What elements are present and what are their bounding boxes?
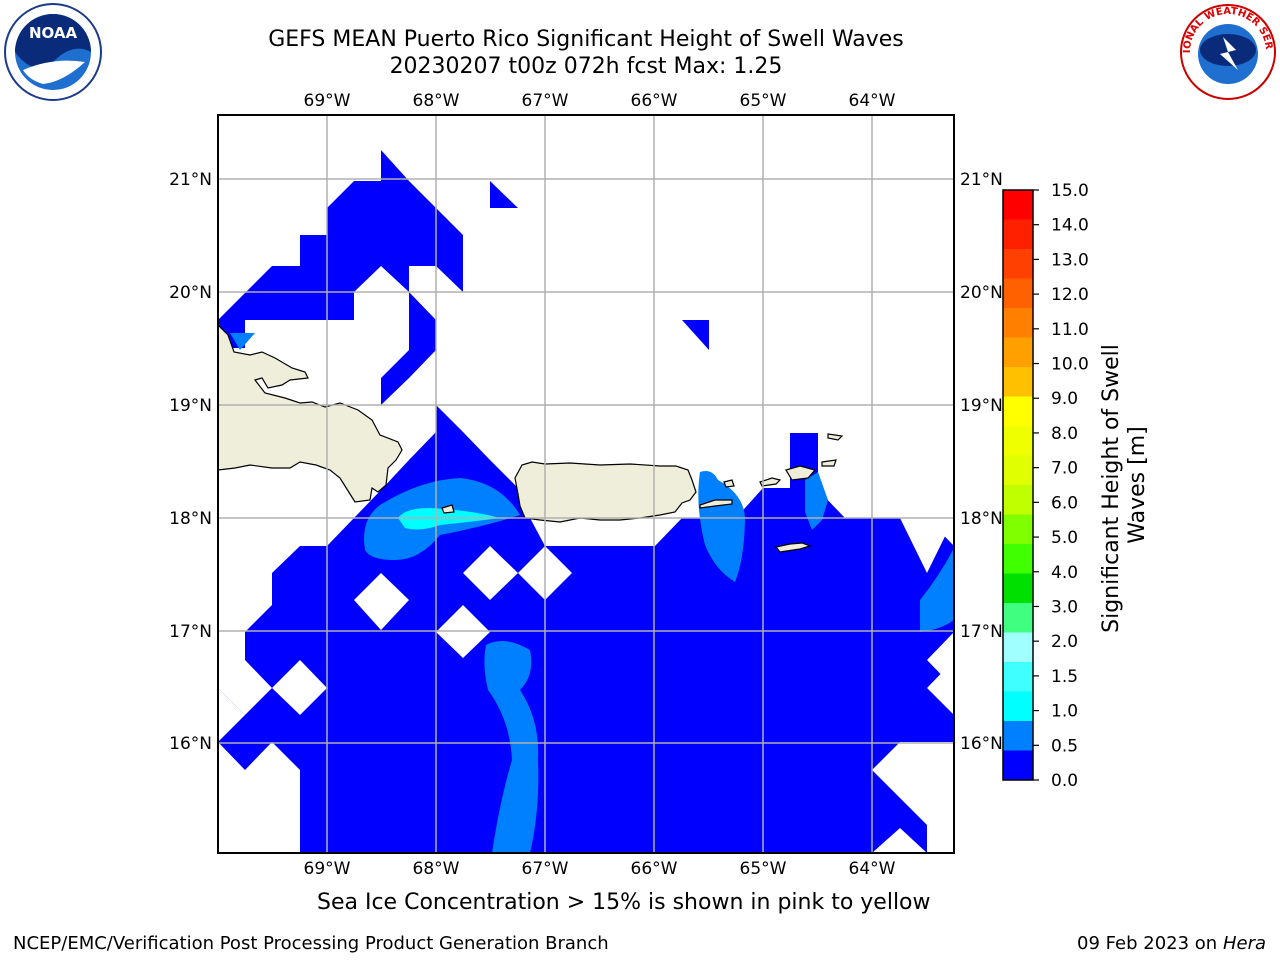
lat-label: 20°N (169, 283, 212, 303)
colorbar-segment (1003, 485, 1033, 515)
nws-logo: NATIONAL WEATHER SERVICE (1178, 2, 1276, 100)
lat-label: 18°N (169, 509, 212, 529)
colorbar-segment (1003, 662, 1033, 692)
colorbar-segment (1003, 249, 1033, 279)
colorbar-segment (1003, 632, 1033, 663)
date-text: 09 Feb 2023 on (1077, 933, 1218, 954)
host-text: Hera (1222, 933, 1266, 954)
lon-label: 67°W (522, 859, 569, 879)
lat-label: 17°N (960, 622, 1003, 642)
lon-label: 68°W (413, 859, 460, 879)
colorbar-segment (1003, 455, 1033, 486)
map-frame (217, 114, 955, 854)
chart-subtitle: 20230207 t00z 072h fcst Max: 1.25 (389, 54, 783, 79)
colorbar-frame (1002, 189, 1034, 781)
lon-label: 64°W (849, 859, 896, 879)
colorbar-segment (1003, 367, 1033, 397)
svg-text:NOAA: NOAA (29, 24, 78, 42)
lon-labels-top: 69°W 68°W 67°W 66°W 65°W 64°W (304, 91, 896, 111)
chart-title: GEFS MEAN Puerto Rico Significant Height… (268, 27, 904, 52)
lon-label: 65°W (740, 91, 787, 111)
colorbar-tick-label: 2.0 (1051, 632, 1078, 652)
colorbar-tick-label: 7.0 (1051, 459, 1078, 479)
lon-label: 66°W (631, 91, 678, 111)
colorbar-segment (1003, 573, 1033, 604)
lat-label: 21°N (169, 170, 212, 190)
land-puerto-rico (514, 461, 697, 523)
colorbar-tick-label: 8.0 (1051, 424, 1078, 444)
colorbar-tick-label: 15.0 (1051, 181, 1089, 201)
colorbar-tick-label: 0.0 (1051, 771, 1078, 791)
colorbar-tick-label: 10.0 (1051, 355, 1089, 375)
colorbar-segment (1003, 514, 1033, 545)
land-small-islands (699, 433, 844, 553)
colorbar-tick-label: 13.0 (1051, 250, 1089, 270)
colorbar-label: Significant Height of Swell Waves [m] (1099, 337, 1150, 633)
lon-labels-bottom: 69°W 68°W 67°W 66°W 65°W 64°W (304, 859, 896, 879)
colorbar-tick-label: 1.0 (1051, 702, 1078, 722)
colorbar-segment (1003, 691, 1033, 722)
lon-label: 69°W (304, 859, 351, 879)
colorbar-tick-label: 5.0 (1051, 528, 1078, 548)
colorbar-tick-label: 12.0 (1051, 285, 1089, 305)
lat-label: 19°N (960, 396, 1003, 416)
map-area (218, 115, 954, 853)
lat-label: 20°N (960, 283, 1003, 303)
colorbar-segment (1003, 544, 1033, 574)
colorbar-tick-label: 14.0 (1051, 216, 1089, 236)
colorbar-segment (1003, 190, 1033, 220)
colorbar-segment (1003, 308, 1033, 338)
colorbar-segment (1003, 603, 1033, 633)
colorbar-tick-label: 4.0 (1051, 563, 1078, 583)
lon-label: 66°W (631, 859, 678, 879)
colorbar-tick-label: 11.0 (1051, 320, 1089, 340)
colorbar-segment (1003, 750, 1033, 781)
lat-label: 19°N (169, 396, 212, 416)
colorbar-segment (1003, 278, 1033, 309)
colorbar-tick-label: 9.0 (1051, 389, 1078, 409)
colorbar-tick-label: 6.0 (1051, 493, 1078, 513)
land-islet (441, 504, 455, 514)
colorbar (1002, 189, 1034, 781)
colorbar-tick-label: 0.5 (1051, 736, 1078, 756)
credit-text: NCEP/EMC/Verification Post Processing Pr… (13, 933, 609, 954)
colorbar-segment (1003, 219, 1033, 250)
colorbar-segment (1003, 396, 1033, 427)
lon-label: 67°W (522, 91, 569, 111)
lon-label: 68°W (413, 91, 460, 111)
noaa-logo: NOAA (4, 3, 102, 101)
colorbar-segment (1003, 337, 1033, 368)
date-stamp: 09 Feb 2023 on Hera (1077, 933, 1266, 954)
colorbar-ticks: 15.0 14.0 13.0 12.0 11.0 10.0 9.0 8.0 7.0 6.0 5.0 4… (1033, 181, 1089, 791)
colorbar-segment (1003, 426, 1033, 456)
lon-label: 69°W (304, 91, 351, 111)
graticule (218, 115, 954, 853)
lat-label: 16°N (169, 734, 212, 754)
colorbar-segment (1003, 721, 1033, 751)
colorbar-tick-label: 1.5 (1051, 667, 1078, 687)
lat-label: 16°N (960, 734, 1003, 754)
lat-labels-left: 21°N 20°N 19°N 18°N 17°N 16°N (169, 170, 212, 754)
lon-label: 64°W (849, 91, 896, 111)
colorbar-tick-label: 3.0 (1051, 597, 1078, 617)
lon-label: 65°W (740, 859, 787, 879)
lat-label: 18°N (960, 509, 1003, 529)
lat-labels-right: 21°N 20°N 19°N 18°N 17°N 16°N (960, 170, 1003, 754)
sea-ice-note: Sea Ice Concentration > 15% is shown in … (317, 890, 931, 915)
lat-label: 17°N (169, 622, 212, 642)
swell-band-0.5-1.0 (230, 333, 954, 853)
land-hispaniola (218, 324, 403, 503)
lat-label: 21°N (960, 170, 1003, 190)
